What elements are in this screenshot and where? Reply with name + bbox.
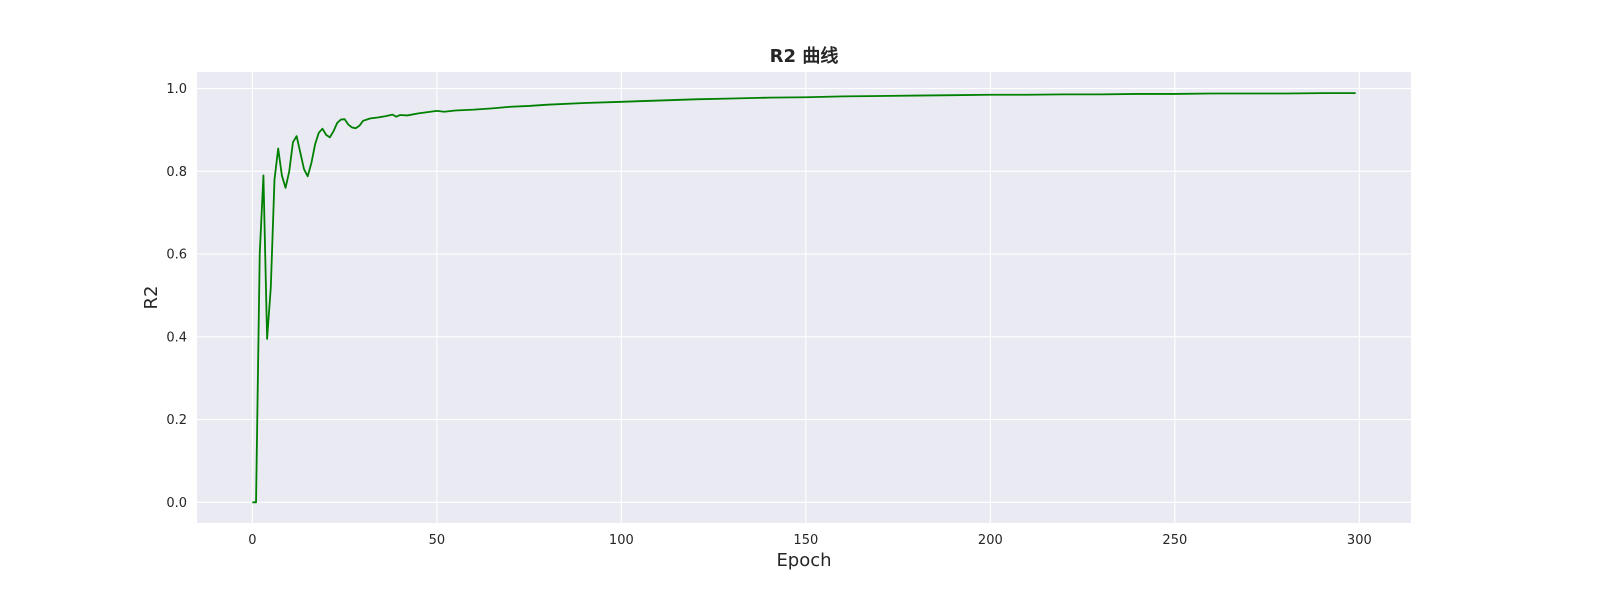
grid-lines xyxy=(197,72,1411,523)
x-tick-label: 50 xyxy=(429,533,446,548)
x-tick-label: 0 xyxy=(248,533,256,548)
x-tick-label: 150 xyxy=(793,533,818,548)
x-tick-label: 100 xyxy=(609,533,634,548)
r2-series-line xyxy=(252,92,1356,504)
x-tick-label: 300 xyxy=(1347,533,1372,548)
chart-title: R2 曲线 xyxy=(770,45,839,67)
y-tick-label: 0.6 xyxy=(166,248,187,263)
y-tick-label: 0.0 xyxy=(166,496,187,511)
y-tick-label: 0.8 xyxy=(166,165,187,180)
plot-area xyxy=(197,72,1411,523)
y-tick-label: 0.2 xyxy=(166,413,187,428)
series-layer xyxy=(252,92,1356,504)
x-axis-label: Epoch xyxy=(776,550,831,571)
x-tick-label: 200 xyxy=(978,533,1003,548)
x-tick-label: 250 xyxy=(1162,533,1187,548)
y-tick-label: 1.0 xyxy=(166,82,187,97)
y-tick-label: 0.4 xyxy=(166,330,187,345)
y-axis-label: R2 xyxy=(141,286,162,310)
tick-labels: 0 50 100 150 200 250 300 0.0 0.2 0.4 0.6 0.8 1.0 xyxy=(166,82,1371,548)
